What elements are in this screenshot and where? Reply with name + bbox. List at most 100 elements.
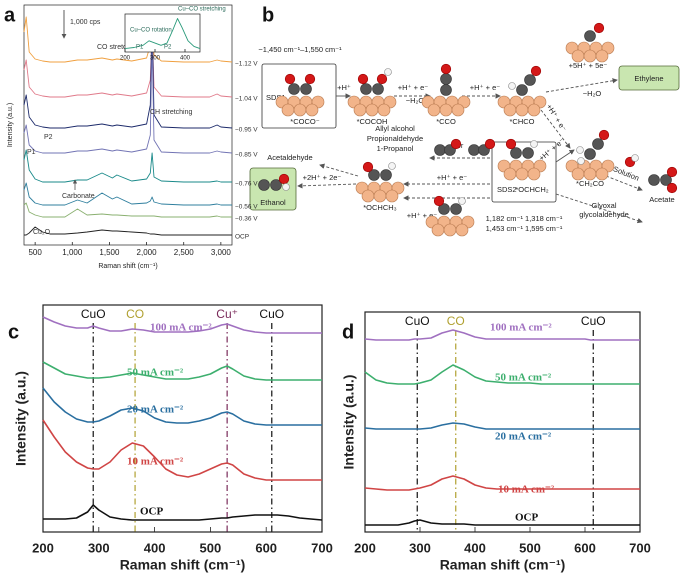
- atom: [440, 84, 452, 96]
- x-tick-label: 3,000: [211, 248, 232, 257]
- spectrum-line: [24, 226, 232, 236]
- x-tick-label: 400: [180, 56, 191, 62]
- x-tick-label: 400: [464, 540, 486, 555]
- series-label: 50 mA cm⁻²: [495, 372, 552, 384]
- series-label: −0.56 V: [235, 204, 258, 211]
- wavenumbers: 1,453 cm⁻¹ 1,595 cm⁻¹: [486, 224, 563, 233]
- sds-label: SDS2: [497, 185, 517, 194]
- spectrum-line: [124, 18, 201, 50]
- atom: [278, 173, 290, 185]
- annotation: CH stretching: [150, 109, 193, 116]
- spectrum-line: [23, 202, 232, 218]
- spectrum-line: [42, 419, 322, 481]
- atom: [434, 144, 446, 156]
- panel-label: c: [8, 321, 19, 343]
- series-label: −0.76 V: [235, 181, 258, 188]
- side-product: Propionaldehyde: [367, 134, 423, 143]
- intermediate: *CH₂CO: [576, 179, 604, 188]
- series-label: 100 mA cm⁻²: [150, 322, 212, 334]
- cu-atom: [377, 103, 391, 117]
- spectrum-line: [364, 422, 640, 430]
- side-product: glycolaldehyde: [579, 210, 629, 219]
- series-label: 100 mA cm⁻²: [490, 322, 552, 334]
- x-tick-label: 500: [200, 540, 222, 555]
- spectrum-line: [23, 29, 233, 98]
- series-label: 10 mA cm⁻²: [498, 484, 555, 496]
- atom: [598, 129, 610, 141]
- intermediate: *COCO⁻: [290, 117, 319, 126]
- plot-frame: [42, 304, 323, 533]
- atom: [270, 179, 282, 191]
- spectrum-line: [43, 504, 323, 521]
- cu-atom: [305, 103, 319, 117]
- atom: [450, 203, 462, 215]
- spectrum-line: [364, 475, 640, 491]
- x-tick-label: 1,000: [62, 248, 83, 257]
- cu-atom: [527, 103, 541, 117]
- series-label: −0.95 V: [235, 127, 258, 134]
- atom: [300, 83, 312, 95]
- atom: [576, 146, 584, 154]
- cu-atom: [431, 223, 445, 237]
- step-label: +H⁺ + e⁻: [398, 83, 428, 92]
- series-label: −0.85 V: [235, 152, 258, 159]
- step-label: +5H⁺ + 5e⁻: [569, 61, 608, 70]
- intermediate: *OCHCH₂: [515, 185, 548, 194]
- side-product: Glyoxal: [591, 201, 616, 210]
- x-tick-label: 500: [28, 248, 42, 257]
- atom: [282, 183, 290, 191]
- atom: [357, 73, 369, 85]
- spectrum-line: [42, 387, 322, 426]
- spectrum-line: [365, 519, 640, 526]
- cu-atom: [365, 103, 379, 117]
- x-tick-label: 1,500: [99, 248, 120, 257]
- cu-atom: [583, 167, 597, 181]
- cu-atom: [595, 49, 609, 63]
- x-tick-label: 700: [629, 540, 651, 555]
- cu-atom: [281, 103, 295, 117]
- atom: [368, 169, 380, 181]
- x-tick-label: 300: [88, 540, 110, 555]
- cu-atom: [385, 189, 399, 203]
- series-label: 20 mA cm⁻²: [127, 404, 184, 416]
- step-label: +H⁺ + e⁻: [470, 83, 500, 92]
- cu-atom: [451, 103, 465, 117]
- atom: [660, 174, 672, 186]
- annotation: Carbonate: [62, 193, 95, 200]
- x-tick-label: 2,000: [137, 248, 158, 257]
- atom: [593, 22, 605, 34]
- atom: [631, 154, 639, 162]
- cu-atom: [571, 49, 585, 63]
- cu-atom: [373, 189, 387, 203]
- x-tick-label: 2,500: [174, 248, 195, 257]
- spectrum-line: [364, 364, 640, 385]
- x-tick-label: 200: [120, 56, 131, 62]
- atom: [362, 161, 374, 173]
- plot-frame: [23, 4, 233, 246]
- spectrum-line: [23, 182, 232, 206]
- cu-atom: [353, 103, 367, 117]
- series-label: OCP: [515, 512, 539, 524]
- cu-atom: [595, 167, 609, 181]
- atom: [458, 197, 466, 205]
- arrow: [605, 175, 643, 191]
- cu-atom: [439, 103, 453, 117]
- cu-atom: [361, 189, 375, 203]
- atom: [584, 30, 596, 42]
- cu-atom: [293, 103, 307, 117]
- annotation: 1,000 cps: [70, 19, 101, 26]
- series-label: 10 mA cm⁻²: [127, 456, 184, 468]
- step-label: +H⁺ + e⁻: [537, 136, 566, 162]
- atom: [516, 84, 528, 96]
- cu-atom: [427, 103, 441, 117]
- x-axis-title: Raman shift (cm⁻¹): [120, 557, 246, 573]
- step-label: −H₂O: [583, 89, 602, 98]
- series-label: −1.04 V: [235, 96, 258, 103]
- panel-label: a: [4, 4, 16, 26]
- annotation: P1: [27, 149, 36, 156]
- x-tick-label: 500: [519, 540, 541, 555]
- atom: [592, 138, 604, 150]
- sds-box: [491, 141, 557, 203]
- atom: [304, 73, 316, 85]
- spectrum-line: [42, 316, 322, 334]
